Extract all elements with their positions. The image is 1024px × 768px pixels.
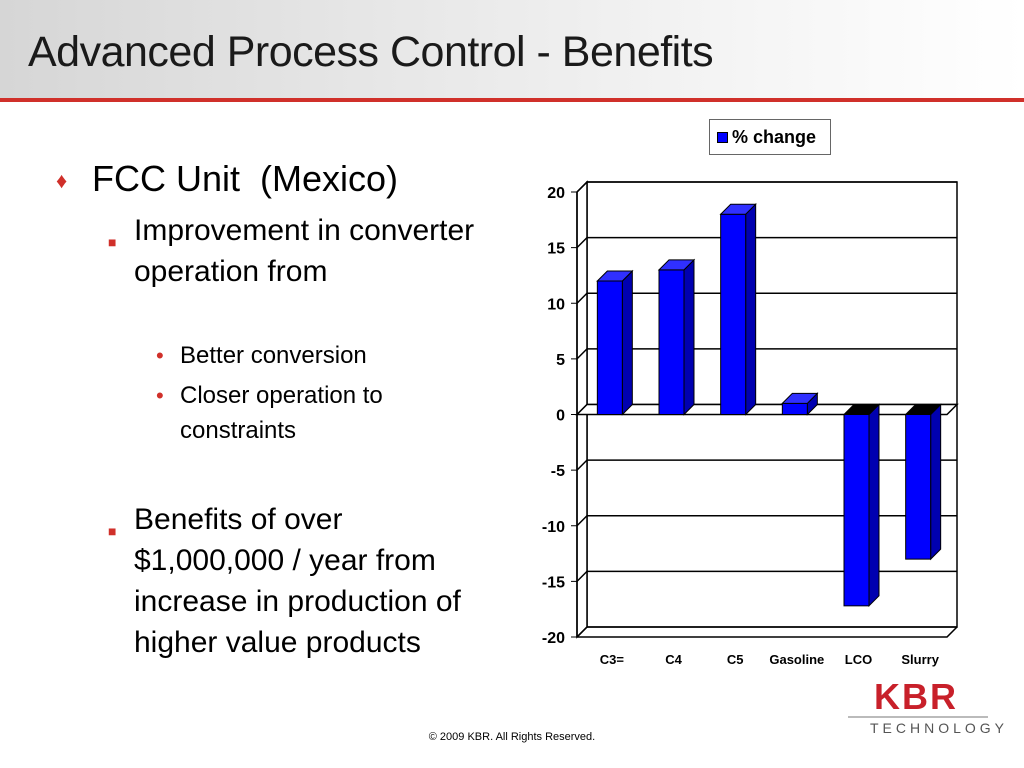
square-bullet-icon: ■: [108, 234, 117, 250]
bullet-text: Improvement in converter operation from: [134, 214, 475, 288]
x-tick-label: C4: [665, 652, 682, 667]
bullet-text: Better conversion: [180, 342, 367, 369]
bar-top: [596, 270, 634, 282]
bar-side: [745, 203, 757, 416]
y-tick-label: -10: [542, 519, 565, 536]
x-tick-label: LCO: [845, 652, 872, 667]
y-tick-label: -20: [542, 630, 565, 647]
bullet-fcc-unit: ♦ FCC Unit (Mexico): [56, 158, 398, 200]
y-tick-label: 0: [556, 408, 565, 425]
x-tick-label: C5: [727, 652, 744, 667]
gridline: [576, 570, 957, 582]
zero-floor: [575, 403, 959, 416]
kbr-logo: KBR TECHNOLOGY: [848, 676, 1004, 742]
x-tick-label: Gasoline: [769, 652, 824, 667]
bullet-better-conversion: • Better conversion: [156, 338, 460, 373]
bar-top: [657, 259, 696, 271]
diamond-bullet-icon: ♦: [56, 168, 68, 193]
y-tick-label: -15: [542, 574, 565, 591]
logo-divider: [848, 716, 988, 718]
bar-side: [868, 403, 880, 608]
dot-bullet-icon: •: [156, 343, 164, 368]
y-tick-label: 15: [547, 241, 565, 258]
x-tick-label: Slurry: [901, 652, 939, 667]
logo-wordmark: KBR: [874, 676, 958, 717]
title-bar: Advanced Process Control - Benefits: [0, 0, 1024, 100]
gridline: [576, 181, 957, 193]
x-tick-label: C3=: [600, 652, 625, 667]
bar-side: [683, 258, 695, 416]
bar-chart: 20 15 10 5 0 -5 -10 -15 -20 C3= C4 C5 Gasoline LCO Slu…: [542, 180, 959, 667]
logo-tagline: TECHNOLOGY: [870, 720, 1009, 736]
bullet-text: Benefits of over $1,000,000 / year from …: [134, 503, 461, 659]
bar-c4: [658, 269, 685, 415]
title-underline: [0, 98, 1024, 102]
bar-lco: [843, 414, 870, 607]
bar-top: [781, 392, 819, 404]
bullet-improvement: ■ Improvement in converter operation fro…: [108, 210, 479, 292]
bar-top: [842, 404, 881, 415]
bullet-text: Closer operation to constraints: [180, 382, 383, 444]
legend-swatch-icon: [717, 131, 728, 143]
bar-c3: [596, 280, 623, 415]
bar-c5: [720, 213, 747, 415]
gridline: [576, 348, 957, 360]
gridline: [576, 515, 957, 527]
gridline: [576, 459, 957, 471]
legend-label: % change: [732, 126, 817, 147]
y-tick-label: 5: [556, 352, 565, 369]
gridline: [576, 292, 957, 304]
y-tick-label: 20: [547, 185, 565, 202]
bar-slurry: [905, 414, 932, 560]
bullet-closer-operation: • Closer operation to constraints: [156, 378, 460, 448]
bar-side: [930, 403, 942, 561]
bullet-benefits: ■ Benefits of over $1,000,000 / year fro…: [108, 499, 479, 663]
slide-title: Advanced Process Control - Benefits: [28, 28, 714, 76]
y-tick-label: 10: [547, 296, 565, 313]
chart-legend: % change: [709, 119, 831, 155]
y-tick-label: -5: [551, 463, 565, 480]
square-bullet-icon: ■: [108, 523, 117, 539]
gridline: [576, 626, 957, 638]
x-axis: [577, 626, 958, 638]
bullet-text: FCC Unit (Mexico): [92, 158, 399, 199]
bar-side: [621, 269, 633, 416]
copyright-footer: © 2009 KBR. All Rights Reserved.: [428, 731, 596, 743]
dot-bullet-icon: •: [156, 383, 164, 408]
gridline: [576, 236, 957, 249]
bullet-content: ♦ FCC Unit (Mexico) ■ Improvement in con…: [0, 0, 500, 768]
bar-top: [719, 203, 757, 215]
bar-gasoline: [781, 402, 808, 415]
bar-top: [904, 404, 942, 415]
